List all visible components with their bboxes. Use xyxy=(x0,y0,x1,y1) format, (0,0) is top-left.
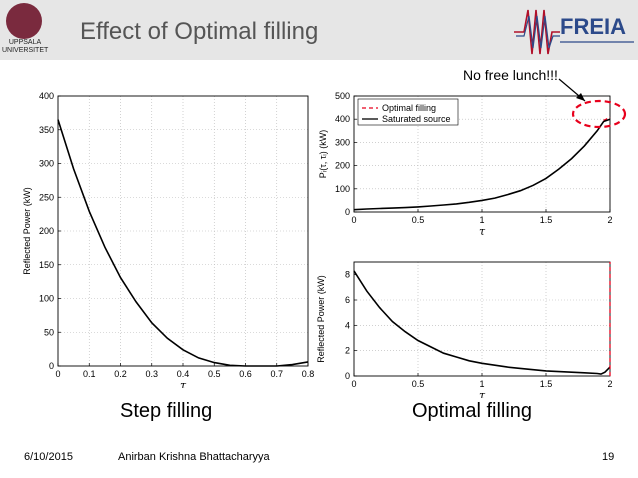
x-tick-label: 0.5 xyxy=(208,369,221,379)
x-tick-label: 0 xyxy=(55,369,60,379)
y-tick-label: 100 xyxy=(39,294,54,304)
y-tick-label: 300 xyxy=(335,137,350,147)
series-line xyxy=(353,118,611,211)
series-line xyxy=(603,116,611,121)
y-tick-label: 50 xyxy=(44,327,54,337)
y-tick-label: 500 xyxy=(335,91,350,101)
legend-label: Saturated source xyxy=(382,114,451,124)
y-tick-label: 0 xyxy=(345,207,350,217)
highlight-ellipse xyxy=(571,99,627,129)
y-tick-label: 0 xyxy=(49,361,54,371)
x-tick-label: 1.5 xyxy=(540,215,553,225)
university-seal-icon xyxy=(6,3,42,39)
x-tick-label: 0.1 xyxy=(83,369,96,379)
x-tick-label: 0.2 xyxy=(114,369,127,379)
y-tick-label: 200 xyxy=(39,226,54,236)
x-tick-label: 0.4 xyxy=(177,369,190,379)
y-tick-label: 2 xyxy=(345,346,350,356)
freia-logo: FREIA xyxy=(514,9,634,55)
y-tick-label: 300 xyxy=(39,159,54,169)
x-tick-label: 0.6 xyxy=(239,369,252,379)
y-tick-label: 350 xyxy=(39,125,54,135)
x-tick-label: 2 xyxy=(607,215,612,225)
caption-optimal-filling: Optimal filling xyxy=(412,400,533,422)
page-number: 19 xyxy=(602,451,615,463)
y-tick-label: 250 xyxy=(39,192,54,202)
series-line xyxy=(353,270,611,375)
slide-title: Effect of Optimal filling xyxy=(80,18,319,45)
caption-step-filling: Step filling xyxy=(120,400,213,422)
x-tick-label: 0.7 xyxy=(270,369,283,379)
legend-label: Optimal filling xyxy=(382,103,436,113)
x-tick-label: 0.5 xyxy=(412,215,425,225)
footer-author: Anirban Krishna Bhattacharyya xyxy=(118,451,270,463)
x-axis-label: τ xyxy=(479,389,486,398)
y-tick-label: 200 xyxy=(335,161,350,171)
y-tick-label: 4 xyxy=(345,320,350,330)
source-power-chart: 0 0.5 1 1.5 2 0 100 200 300 400 500 τ Pᵢ(τ, τᵢ) (kW)… xyxy=(318,91,613,236)
x-tick-label: 0 xyxy=(351,215,356,225)
x-tick-label: 1 xyxy=(479,215,484,225)
x-axis-label: τ xyxy=(479,225,486,236)
freia-logo-text: FREIA xyxy=(560,14,626,39)
plot-frame xyxy=(57,95,309,367)
x-tick-label: 0.8 xyxy=(302,369,315,379)
y-tick-label: 100 xyxy=(335,184,350,194)
series-line xyxy=(57,119,309,367)
y-axis-label: Reflected Power (kW) xyxy=(316,275,326,363)
y-axis-label: Reflected Power (kW) xyxy=(22,187,32,275)
legend-box xyxy=(357,98,459,126)
x-tick-label: 0 xyxy=(351,379,356,389)
x-axis-label: τ xyxy=(180,379,187,388)
x-tick-label: 1 xyxy=(479,379,484,389)
freia-wave-icon xyxy=(514,9,560,55)
saturation-highlight xyxy=(571,99,627,129)
annotation-text: No free lunch!!! xyxy=(463,67,558,83)
y-tick-label: 8 xyxy=(345,270,350,280)
y-axis-label: Pᵢ(τ, τᵢ) (kW) xyxy=(318,130,328,178)
footer-date: 6/10/2015 xyxy=(24,451,73,463)
y-tick-label: 400 xyxy=(335,114,350,124)
y-tick-label: 150 xyxy=(39,260,54,270)
step-filling-chart: 0 0.1 0.2 0.3 0.4 0.5 0.6 0.7 0.8 0 50 100 150 200 250… xyxy=(22,91,315,388)
y-tick-label: 400 xyxy=(39,91,54,101)
y-tick-label: 0 xyxy=(345,371,350,381)
x-tick-label: 1.5 xyxy=(540,379,553,389)
plot-frame xyxy=(353,95,611,213)
optimal-reflected-chart: 0 0.5 1 1.5 2 0 2 4 6 8 τ Reflected Power (kW) xyxy=(316,261,613,398)
x-tick-label: 2 xyxy=(607,379,612,389)
annotation-arrow xyxy=(558,78,586,102)
x-tick-label: 0.3 xyxy=(145,369,158,379)
y-tick-label: 6 xyxy=(345,295,350,305)
x-tick-label: 0.5 xyxy=(412,379,425,389)
university-name: UPPSALA UNIVERSITET xyxy=(2,39,49,54)
